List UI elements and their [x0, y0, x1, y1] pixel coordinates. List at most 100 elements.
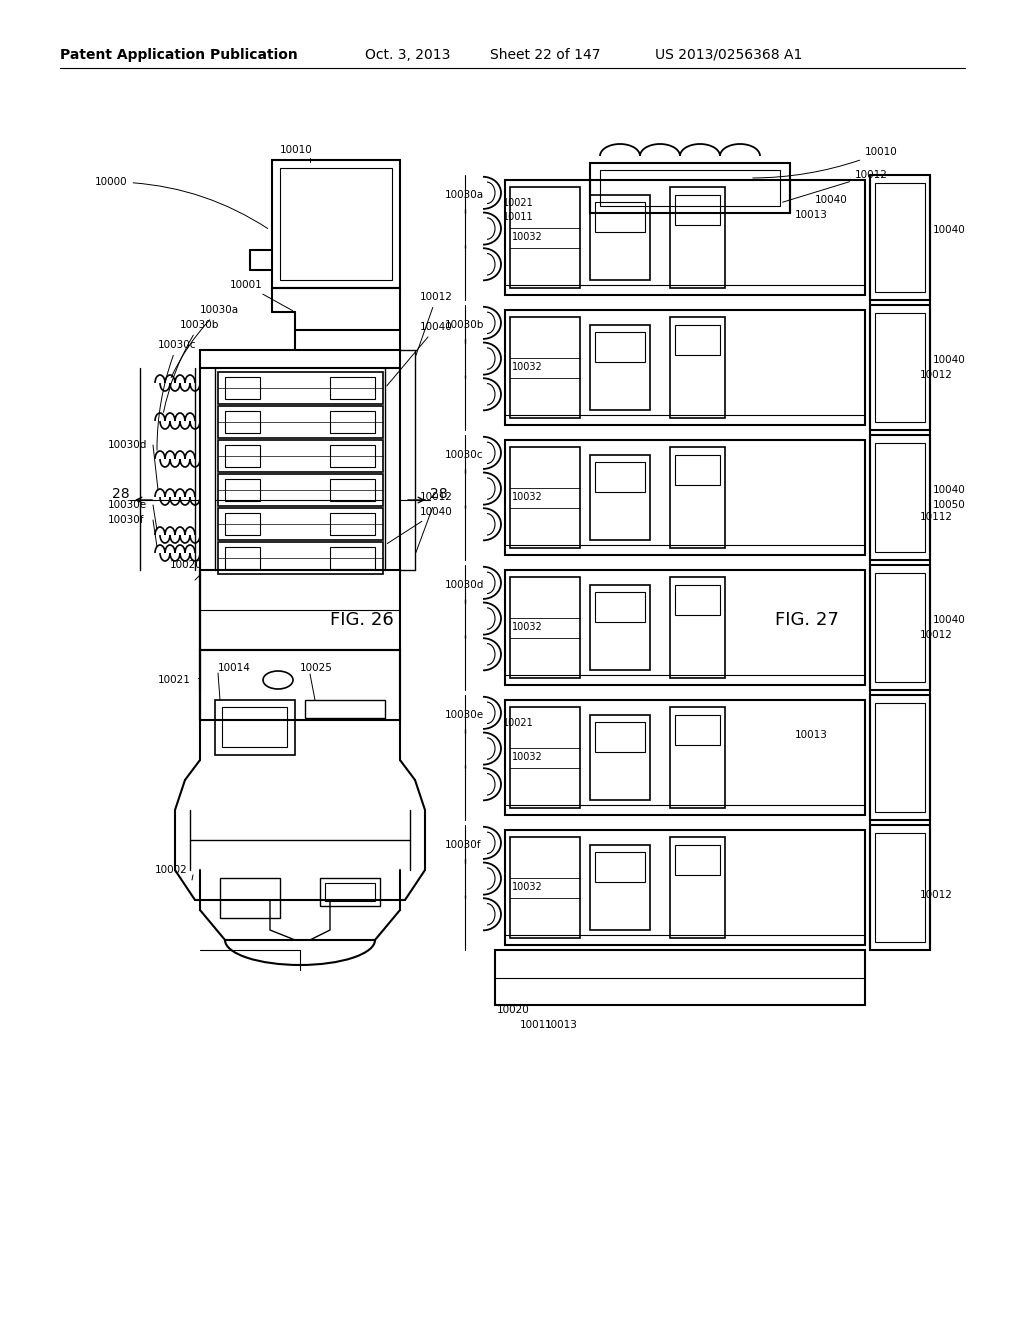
Bar — [200, 649, 400, 719]
Bar — [510, 837, 580, 939]
Text: 10012: 10012 — [416, 292, 453, 355]
Bar — [505, 180, 865, 294]
Bar — [272, 160, 400, 288]
Bar — [505, 700, 865, 814]
Text: 10010: 10010 — [753, 147, 898, 178]
Text: 10040: 10040 — [933, 615, 966, 624]
Bar — [590, 162, 790, 213]
Text: 10030f: 10030f — [445, 840, 481, 850]
Bar — [670, 187, 725, 288]
Text: 10011: 10011 — [520, 1020, 553, 1030]
Bar — [280, 168, 392, 280]
Bar — [590, 195, 650, 280]
Text: 10040: 10040 — [933, 224, 966, 235]
Text: 10012: 10012 — [920, 890, 953, 900]
Bar — [505, 830, 865, 945]
Bar — [595, 591, 645, 622]
Bar — [874, 444, 925, 552]
Text: 10030a: 10030a — [445, 190, 484, 201]
Text: 10011: 10011 — [503, 213, 534, 222]
Bar — [218, 372, 383, 404]
Bar — [670, 708, 725, 808]
Text: 10030c: 10030c — [157, 341, 197, 450]
Text: 28: 28 — [430, 487, 447, 502]
Text: 10012: 10012 — [920, 630, 953, 640]
Bar — [870, 436, 930, 560]
Text: 10013: 10013 — [795, 730, 827, 741]
Text: 10025: 10025 — [300, 663, 333, 673]
Bar — [595, 722, 645, 752]
Bar — [505, 440, 865, 554]
Bar — [870, 696, 930, 820]
Bar — [874, 704, 925, 812]
Bar — [870, 825, 930, 950]
Bar — [505, 570, 865, 685]
Bar — [870, 565, 930, 690]
Bar — [510, 577, 580, 678]
Bar — [595, 462, 645, 492]
Bar — [675, 845, 720, 875]
Text: 10012: 10012 — [782, 170, 888, 202]
Bar — [874, 833, 925, 942]
Bar — [319, 878, 380, 906]
Bar — [874, 183, 925, 292]
Text: 28: 28 — [112, 487, 130, 502]
Text: Sheet 22 of 147: Sheet 22 of 147 — [490, 48, 600, 62]
Text: 10030e: 10030e — [108, 500, 147, 510]
Text: 10040: 10040 — [387, 507, 453, 544]
Bar — [305, 700, 385, 718]
Text: FIG. 27: FIG. 27 — [775, 611, 839, 630]
Bar — [670, 317, 725, 418]
Text: 10020: 10020 — [170, 560, 203, 570]
Text: 10020: 10020 — [497, 1005, 529, 1015]
Bar — [330, 546, 375, 569]
Text: 10030b: 10030b — [164, 319, 219, 412]
Text: 10112: 10112 — [920, 512, 953, 521]
Bar — [330, 411, 375, 433]
Bar — [595, 333, 645, 362]
Bar — [330, 445, 375, 467]
Bar — [495, 950, 865, 1005]
Text: 10032: 10032 — [512, 363, 543, 372]
Text: 10032: 10032 — [512, 232, 543, 243]
Bar — [595, 851, 645, 882]
Bar — [670, 577, 725, 678]
Bar — [222, 708, 287, 747]
Bar — [200, 570, 400, 649]
Bar — [225, 378, 260, 399]
Bar — [670, 447, 725, 548]
Bar — [225, 546, 260, 569]
Bar — [590, 325, 650, 411]
Bar — [220, 878, 280, 917]
Text: 10021: 10021 — [503, 198, 534, 209]
Text: 10013: 10013 — [545, 1020, 578, 1030]
Bar — [600, 170, 780, 206]
Bar — [675, 715, 720, 744]
Bar — [225, 513, 260, 535]
Bar — [225, 479, 260, 502]
Bar — [218, 508, 383, 540]
Text: 10030f: 10030f — [108, 515, 144, 525]
Bar — [215, 700, 295, 755]
Bar — [330, 378, 375, 399]
Text: 10021: 10021 — [158, 675, 190, 685]
Text: 10040: 10040 — [815, 195, 848, 205]
Text: 10040: 10040 — [387, 322, 453, 385]
Bar — [330, 513, 375, 535]
Bar — [675, 195, 720, 224]
Bar — [874, 573, 925, 682]
Text: US 2013/0256368 A1: US 2013/0256368 A1 — [655, 48, 803, 62]
Bar — [218, 474, 383, 506]
Bar — [510, 708, 580, 808]
Text: 10030b: 10030b — [445, 319, 484, 330]
Text: 10032: 10032 — [512, 492, 543, 503]
Text: Oct. 3, 2013: Oct. 3, 2013 — [365, 48, 451, 62]
Bar — [218, 407, 383, 438]
Bar — [670, 837, 725, 939]
Text: 10012: 10012 — [920, 370, 953, 380]
Text: 10030c: 10030c — [445, 450, 483, 459]
Text: 10040: 10040 — [933, 355, 966, 366]
Bar — [218, 440, 383, 473]
Bar — [218, 543, 383, 574]
Bar — [590, 455, 650, 540]
